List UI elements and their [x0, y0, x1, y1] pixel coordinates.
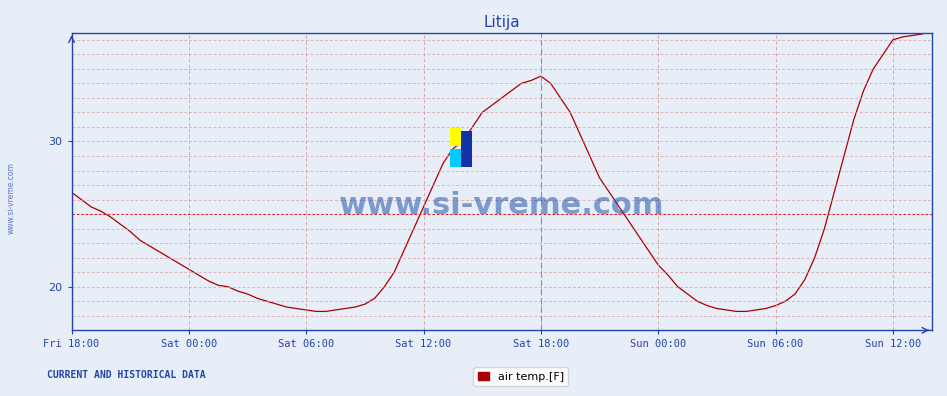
Text: www.si-vreme.com: www.si-vreme.com: [339, 191, 665, 220]
Bar: [450, 148, 461, 167]
Text: CURRENT AND HISTORICAL DATA: CURRENT AND HISTORICAL DATA: [47, 370, 206, 380]
Legend: air temp.[F]: air temp.[F]: [474, 367, 568, 386]
Bar: [450, 128, 461, 146]
Title: Litija: Litija: [484, 15, 520, 30]
Bar: [461, 131, 473, 167]
Text: www.si-vreme.com: www.si-vreme.com: [7, 162, 16, 234]
